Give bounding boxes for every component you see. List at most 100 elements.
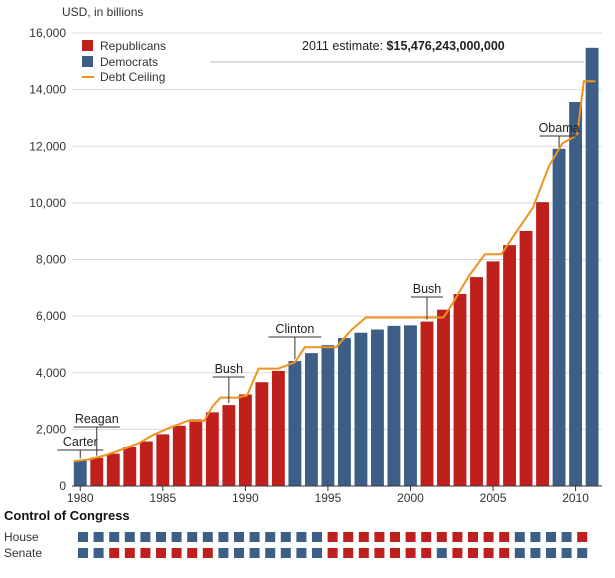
bar-1998 [371, 329, 384, 486]
congress-cell [499, 548, 510, 558]
congress-cell [140, 532, 151, 542]
congress-cell [577, 532, 588, 542]
bar-1984 [139, 441, 153, 486]
congress-cell [530, 548, 541, 558]
y-tick-label: 14,000 [29, 83, 66, 97]
bar-2010 [569, 102, 583, 486]
y-axis: 16,000 14,000 12,000 10,000 8,000 6,000 4,000 2… [29, 26, 66, 493]
congress-cell [218, 532, 229, 542]
congress-cell [140, 548, 151, 558]
congress-cell [78, 548, 88, 558]
x-tick-label: 2010 [562, 491, 589, 505]
bar-1982 [106, 453, 120, 486]
congress-cell [202, 548, 213, 558]
congress-cell [234, 532, 244, 542]
bar-2004 [470, 277, 483, 486]
congress-cell [374, 548, 385, 558]
congress-cell [421, 548, 432, 558]
congress-cell [296, 532, 307, 542]
congress-cell [405, 532, 416, 542]
estimate-note: 2011 estimate: $15,476,243,000,000 [210, 39, 585, 63]
congress-cell [405, 548, 416, 558]
congress-cell [499, 532, 510, 542]
y-tick-label: 2,000 [36, 422, 66, 436]
congress-cell [109, 532, 120, 542]
congress-cell [156, 532, 166, 542]
congress-row-label-senate: Senate [4, 546, 42, 560]
congress-cell [171, 548, 182, 558]
annotation-bush-label: Bush [413, 282, 442, 296]
congress-cell [546, 532, 556, 542]
congress-cell [249, 548, 260, 558]
estimate-value: $15,476,243,000,000 [387, 39, 505, 53]
legend-swatch-republicans [82, 40, 93, 51]
bar-2002 [437, 309, 450, 486]
x-tick-label: 1985 [149, 491, 176, 505]
congress-cell [202, 532, 213, 542]
legend-label-republicans: Republicans [100, 39, 166, 53]
bar-1990 [238, 394, 252, 486]
y-tick-label: 0 [59, 479, 66, 493]
bar-2003 [453, 293, 467, 486]
bar-1996 [337, 338, 351, 486]
congress-cell [421, 532, 432, 542]
congress-cell [93, 548, 104, 558]
congress-cell [124, 548, 135, 558]
y-tick-label: 6,000 [36, 309, 66, 323]
bar-1988 [205, 412, 219, 486]
bar-2005 [486, 261, 500, 486]
x-tick-label: 1990 [232, 491, 259, 505]
congress-cell [327, 532, 338, 542]
unit-label: USD, in billions [62, 5, 143, 19]
x-tick-label: 1980 [67, 491, 94, 505]
bar-1986 [172, 425, 186, 486]
bar-2001 [420, 321, 434, 486]
congress-cell [483, 548, 494, 558]
grid-lines [72, 32, 602, 430]
bar-2011 [585, 47, 599, 486]
congress-cell [452, 548, 463, 558]
congress-cell [234, 548, 244, 558]
president-annotations: Carter Reagan Bush Clinton Bush Obama [57, 121, 580, 459]
congress-cell [218, 548, 229, 558]
bar-1985 [156, 434, 170, 486]
congress-cell [327, 548, 338, 558]
annotation-obama-label: Obama [539, 121, 580, 135]
congress-cell [187, 548, 198, 558]
bar-2000 [404, 325, 417, 486]
congress-cell [468, 532, 478, 542]
congress-cell [436, 532, 447, 542]
bar-1987 [189, 419, 203, 486]
estimate-prefix: 2011 estimate: [302, 39, 387, 53]
bar-2009 [552, 148, 566, 486]
bar-1993 [288, 361, 302, 486]
congress-cell [109, 548, 120, 558]
congress-cell [124, 532, 135, 542]
svg-text:2011 estimate: $15,476,243,000: 2011 estimate: $15,476,243,000,000 [302, 39, 505, 53]
congress-cell [561, 548, 572, 558]
congress-cell [93, 532, 104, 542]
legend-label-democrats: Democrats [100, 55, 158, 69]
x-tick-label: 2005 [480, 491, 507, 505]
congress-cell [514, 548, 525, 558]
annotation-reagan-label: Reagan [75, 412, 119, 426]
y-tick-label: 12,000 [29, 139, 66, 153]
congress-cell [577, 548, 588, 558]
y-tick-label: 10,000 [29, 196, 66, 210]
bar-2007 [519, 230, 533, 486]
debt-ceiling-layer [73, 80, 596, 463]
bar-2006 [503, 245, 516, 486]
annotation-carter-label: Carter [63, 435, 98, 449]
congress-title: Control of Congress [4, 508, 130, 523]
bar-1983 [123, 447, 137, 486]
bar-1997 [354, 332, 368, 486]
congress-cell [280, 548, 291, 558]
bar-1994 [304, 353, 318, 486]
bar-1992 [271, 370, 285, 486]
congress-cell [390, 548, 400, 558]
y-tick-label: 16,000 [29, 26, 66, 40]
congress-cell [546, 548, 556, 558]
congress-cell [561, 532, 572, 542]
y-tick-label: 8,000 [36, 253, 66, 267]
